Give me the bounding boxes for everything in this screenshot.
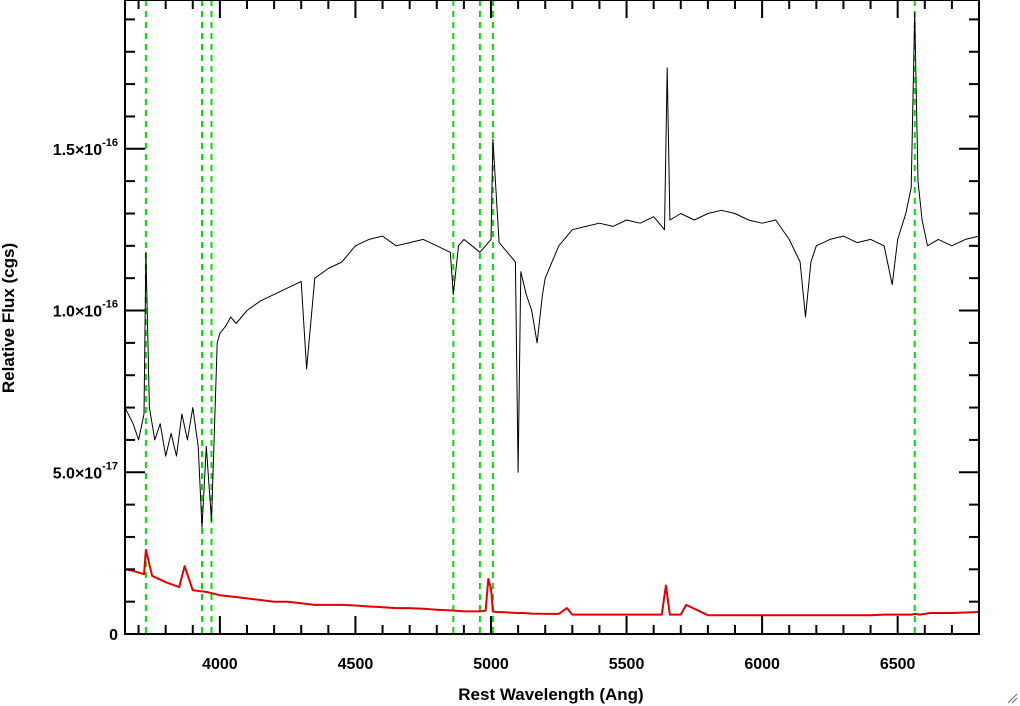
y-axis-title: Relative Flux (cgs) [0, 243, 18, 393]
y-tick-label: 1.0×10-16 [53, 299, 118, 321]
plot-frame [124, 0, 980, 635]
y-tick-label: 5.0×10-17 [53, 460, 118, 482]
x-axis: 4000 4500 5000 5500 6000 6500 [137, 0, 980, 673]
x-tick-label: 4500 [338, 656, 374, 673]
x-tick-label: 6000 [744, 656, 780, 673]
series-layer [124, 12, 980, 617]
x-tick-label: 6500 [880, 656, 916, 673]
x-axis-title: Rest Wavelength (Ang) [458, 685, 643, 704]
model-series-line [124, 548, 980, 617]
x-tick-label: 5000 [473, 656, 509, 673]
y-tick-label: 1.5×10-16 [53, 137, 118, 159]
y-tick-label: 0 [109, 627, 118, 644]
spectrum-series-line [124, 12, 980, 528]
x-tick-label: 4000 [202, 656, 238, 673]
resize-grip-icon[interactable] [1006, 692, 1018, 704]
x-tick-label: 5500 [609, 656, 645, 673]
y-axis: 0 5.0×10-17 1.0×10-16 1.5×10-16 [53, 18, 979, 644]
reference-lines [144, 0, 916, 634]
